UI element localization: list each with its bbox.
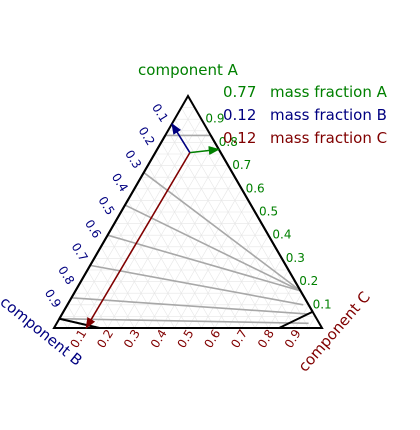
grid-line-b — [100, 246, 149, 329]
readout-line-b — [171, 122, 191, 154]
readout-c-value: 0.12 — [223, 129, 257, 147]
readout-b-label: mass fraction B — [270, 106, 387, 124]
readout-line-a — [189, 146, 220, 155]
corner-label-a: component A — [138, 61, 239, 79]
tie-lines — [59, 134, 309, 325]
tick-label-c: 0.6 — [201, 327, 223, 351]
tie-line — [143, 171, 302, 292]
tick-label-c: 0.4 — [148, 327, 170, 351]
grid-line-b — [140, 177, 229, 329]
readout-c-label: mass fraction C — [270, 129, 388, 147]
tick-label-c: 0.7 — [228, 327, 250, 351]
tie-line — [124, 204, 301, 292]
triangle-outline — [52, 94, 324, 329]
readout-b-value: 0.12 — [223, 106, 257, 124]
point-readout-lines — [85, 122, 220, 329]
tick-label-a: 0.7 — [232, 158, 251, 172]
tick-label-c: 0.9 — [282, 327, 304, 351]
tick-label-a: 0.3 — [286, 251, 305, 265]
tie-line — [59, 317, 309, 325]
tie-line — [107, 234, 301, 292]
tick-label-b: 0.1 — [149, 101, 171, 125]
grid-line-c — [214, 235, 269, 329]
tick-label-a: 0.9 — [205, 112, 224, 126]
grid-line-b — [107, 235, 162, 329]
grid-line-c — [187, 211, 256, 329]
tick-label-b: 0.7 — [69, 240, 91, 264]
tick-label-a: 0.5 — [259, 205, 278, 219]
grid-line-c — [120, 153, 222, 329]
grid-line-c — [268, 281, 296, 329]
grid-line-c — [67, 107, 195, 329]
grid-line-c — [147, 177, 236, 329]
tick-label-c: 0.8 — [255, 327, 277, 351]
tick-label-b: 0.8 — [55, 264, 77, 288]
grid-line-c — [201, 223, 262, 329]
grid-line-c — [93, 130, 209, 329]
readout-line-c — [85, 152, 191, 329]
tick-label-c: 0.3 — [121, 327, 143, 351]
readout-b: 0.12 mass fraction B — [223, 106, 387, 124]
tick-label-b: 0.6 — [82, 217, 104, 241]
readout-c: 0.12 mass fraction C — [223, 129, 387, 147]
tick-label-b: 0.9 — [42, 287, 64, 311]
grid-line-b — [181, 107, 309, 329]
readout-a-value: 0.77 — [223, 83, 257, 101]
tie-line — [71, 297, 309, 315]
readout-a: 0.77 mass fraction A — [223, 83, 387, 101]
grid-line-c — [227, 246, 276, 329]
corner-label-b: component B — [0, 293, 86, 370]
tick-label-c: 0.2 — [94, 327, 116, 351]
readout-a-label: mass fraction A — [270, 83, 387, 101]
grid-line-c — [174, 200, 249, 329]
tick-label-a: 0.2 — [299, 274, 318, 288]
grid-line-b — [120, 211, 189, 329]
tick-label-a: 0.6 — [246, 181, 265, 195]
tick-label-b: 0.3 — [122, 148, 144, 172]
tick-label-b: 0.5 — [95, 194, 117, 218]
tick-label-c: 0.5 — [175, 327, 197, 351]
tick-label-a: 0.8 — [219, 135, 238, 149]
grid-line-b — [127, 200, 202, 329]
grid-line-b — [167, 130, 283, 329]
grid-line-b — [154, 153, 256, 329]
grid-line-c — [308, 316, 316, 329]
grid-line-b — [93, 258, 135, 329]
grid-line-c — [241, 258, 283, 329]
tick-label-a: 0.4 — [272, 228, 291, 242]
tick-label-a: 0.1 — [313, 297, 332, 311]
tick-label-b: 0.2 — [136, 124, 158, 148]
tick-label-b: 0.4 — [109, 171, 131, 195]
grid-line-b — [87, 269, 122, 329]
grid-lines — [60, 107, 316, 329]
triangle-frame — [52, 94, 324, 329]
tie-line — [90, 264, 304, 306]
